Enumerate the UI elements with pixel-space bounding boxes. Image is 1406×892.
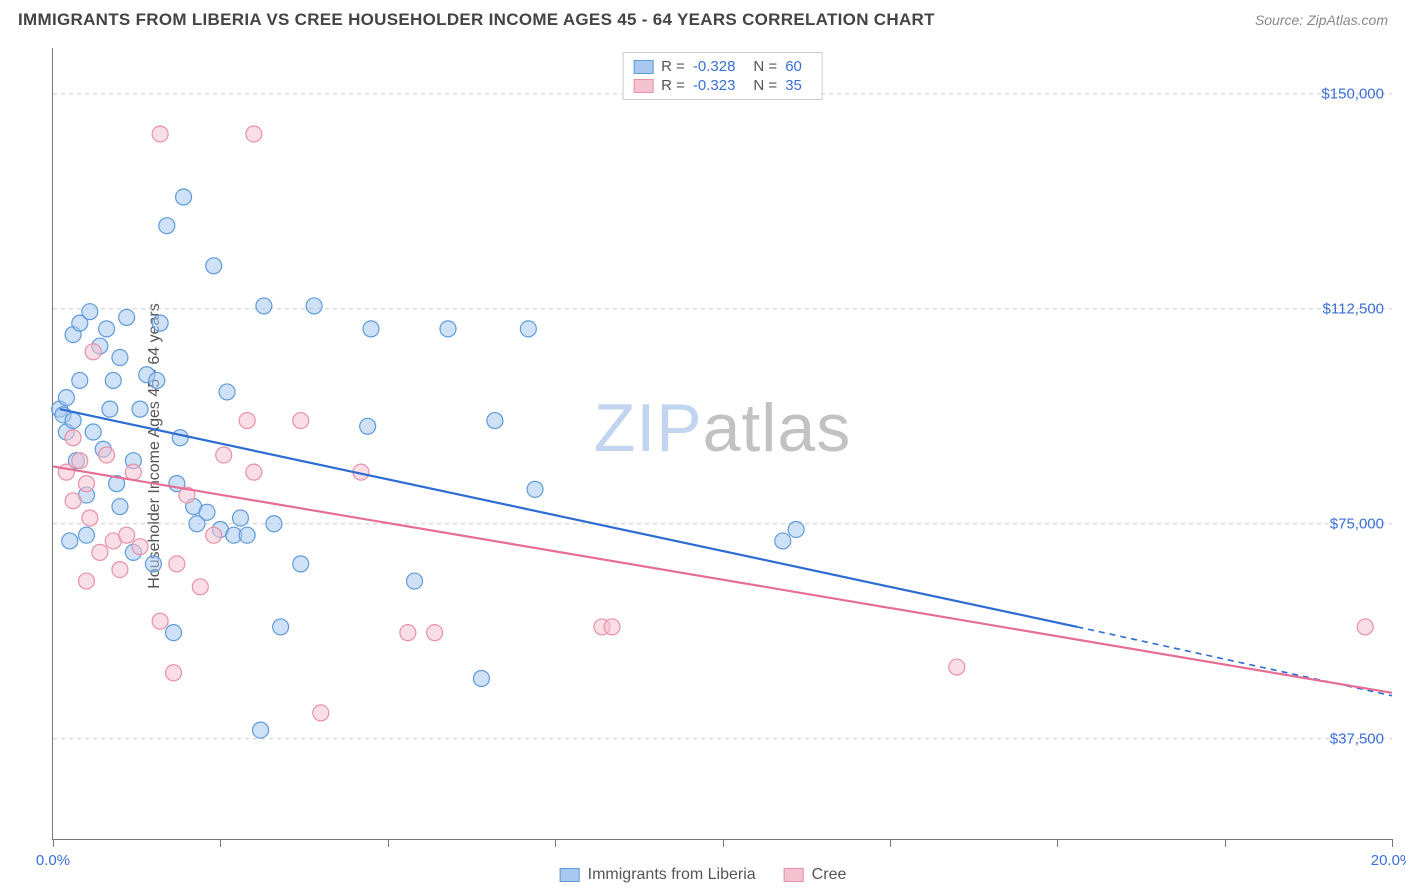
series-swatch-0 bbox=[633, 60, 653, 74]
y-tick-label: $112,500 bbox=[1323, 300, 1384, 317]
series-legend: Immigrants from Liberia Cree bbox=[560, 866, 847, 884]
n-label-0: N = bbox=[753, 58, 777, 75]
x-tick bbox=[1225, 839, 1226, 847]
x-tick bbox=[1057, 839, 1058, 847]
n-value-0: 60 bbox=[785, 58, 802, 75]
r-value-0: -0.328 bbox=[693, 58, 736, 75]
x-tick-label: 20.0% bbox=[1371, 852, 1406, 869]
x-tick bbox=[388, 839, 389, 847]
legend-item-0: Immigrants from Liberia bbox=[560, 866, 756, 884]
x-tick bbox=[220, 839, 221, 847]
correlation-row-0: R = -0.328 N = 60 bbox=[633, 57, 812, 76]
y-tick-label: $75,000 bbox=[1330, 515, 1384, 532]
x-tick bbox=[890, 839, 891, 847]
correlation-row-1: R = -0.323 N = 35 bbox=[633, 76, 812, 95]
source-name: ZipAtlas.com bbox=[1307, 12, 1388, 28]
x-tick bbox=[555, 839, 556, 847]
x-tick bbox=[1392, 839, 1393, 847]
legend-swatch-1 bbox=[784, 868, 804, 882]
legend-label-0: Immigrants from Liberia bbox=[588, 866, 756, 884]
plot-area: ZIPatlas R = -0.328 N = 60 R = -0.323 N … bbox=[52, 48, 1392, 840]
n-value-1: 35 bbox=[785, 77, 802, 94]
y-tick-label: $37,500 bbox=[1330, 730, 1384, 747]
x-tick-label: 0.0% bbox=[36, 852, 70, 869]
legend-item-1: Cree bbox=[784, 866, 847, 884]
r-label-0: R = bbox=[661, 58, 685, 75]
legend-swatch-0 bbox=[560, 868, 580, 882]
r-label-1: R = bbox=[661, 77, 685, 94]
chart-title: IMMIGRANTS FROM LIBERIA VS CREE HOUSEHOL… bbox=[18, 10, 935, 30]
source-prefix: Source: bbox=[1255, 12, 1307, 28]
x-tick bbox=[53, 839, 54, 847]
r-value-1: -0.323 bbox=[693, 77, 736, 94]
x-tick bbox=[723, 839, 724, 847]
legend-label-1: Cree bbox=[812, 866, 847, 884]
correlation-legend: R = -0.328 N = 60 R = -0.323 N = 35 bbox=[622, 52, 823, 100]
series-swatch-1 bbox=[633, 79, 653, 93]
header-bar: IMMIGRANTS FROM LIBERIA VS CREE HOUSEHOL… bbox=[0, 0, 1406, 36]
source-attribution: Source: ZipAtlas.com bbox=[1255, 12, 1388, 28]
scatter-svg bbox=[53, 48, 1392, 839]
y-tick-label: $150,000 bbox=[1321, 85, 1384, 102]
n-label-1: N = bbox=[753, 77, 777, 94]
